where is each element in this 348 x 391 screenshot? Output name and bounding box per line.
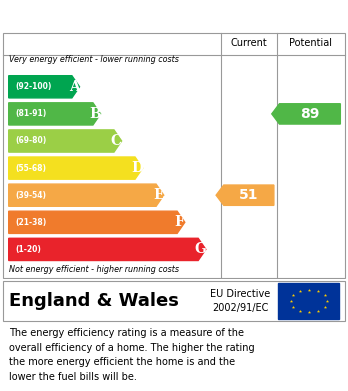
Polygon shape — [272, 104, 340, 124]
Text: Not energy efficient - higher running costs: Not energy efficient - higher running co… — [9, 265, 179, 274]
Text: G: G — [195, 242, 206, 256]
Text: (39-54): (39-54) — [15, 191, 46, 200]
Text: 89: 89 — [300, 107, 319, 121]
Text: EU Directive
2002/91/EC: EU Directive 2002/91/EC — [210, 289, 270, 312]
Text: F: F — [174, 215, 184, 229]
Bar — [278, 283, 339, 319]
Text: 51: 51 — [239, 188, 259, 202]
Polygon shape — [216, 185, 274, 205]
Polygon shape — [9, 130, 122, 152]
Text: (81-91): (81-91) — [15, 109, 46, 118]
Text: (69-80): (69-80) — [15, 136, 46, 145]
Text: (92-100): (92-100) — [15, 82, 52, 91]
Text: The energy efficiency rating is a measure of the
overall efficiency of a home. T: The energy efficiency rating is a measur… — [9, 328, 254, 382]
Text: England & Wales: England & Wales — [9, 292, 179, 310]
Text: (55-68): (55-68) — [15, 163, 46, 172]
Polygon shape — [9, 76, 79, 98]
Polygon shape — [9, 238, 206, 260]
Text: Current: Current — [230, 38, 267, 48]
Polygon shape — [9, 157, 143, 179]
Text: A: A — [69, 80, 80, 94]
Text: E: E — [153, 188, 164, 202]
Text: Energy Efficiency Rating: Energy Efficiency Rating — [9, 9, 230, 23]
Text: C: C — [111, 134, 122, 148]
Text: Very energy efficient - lower running costs: Very energy efficient - lower running co… — [9, 55, 179, 64]
Polygon shape — [9, 184, 164, 206]
Polygon shape — [9, 211, 185, 233]
Text: Potential: Potential — [289, 38, 332, 48]
Polygon shape — [9, 103, 101, 125]
Text: D: D — [131, 161, 143, 175]
Text: (21-38): (21-38) — [15, 218, 46, 227]
Text: (1-20): (1-20) — [15, 245, 41, 254]
Text: B: B — [89, 107, 101, 121]
